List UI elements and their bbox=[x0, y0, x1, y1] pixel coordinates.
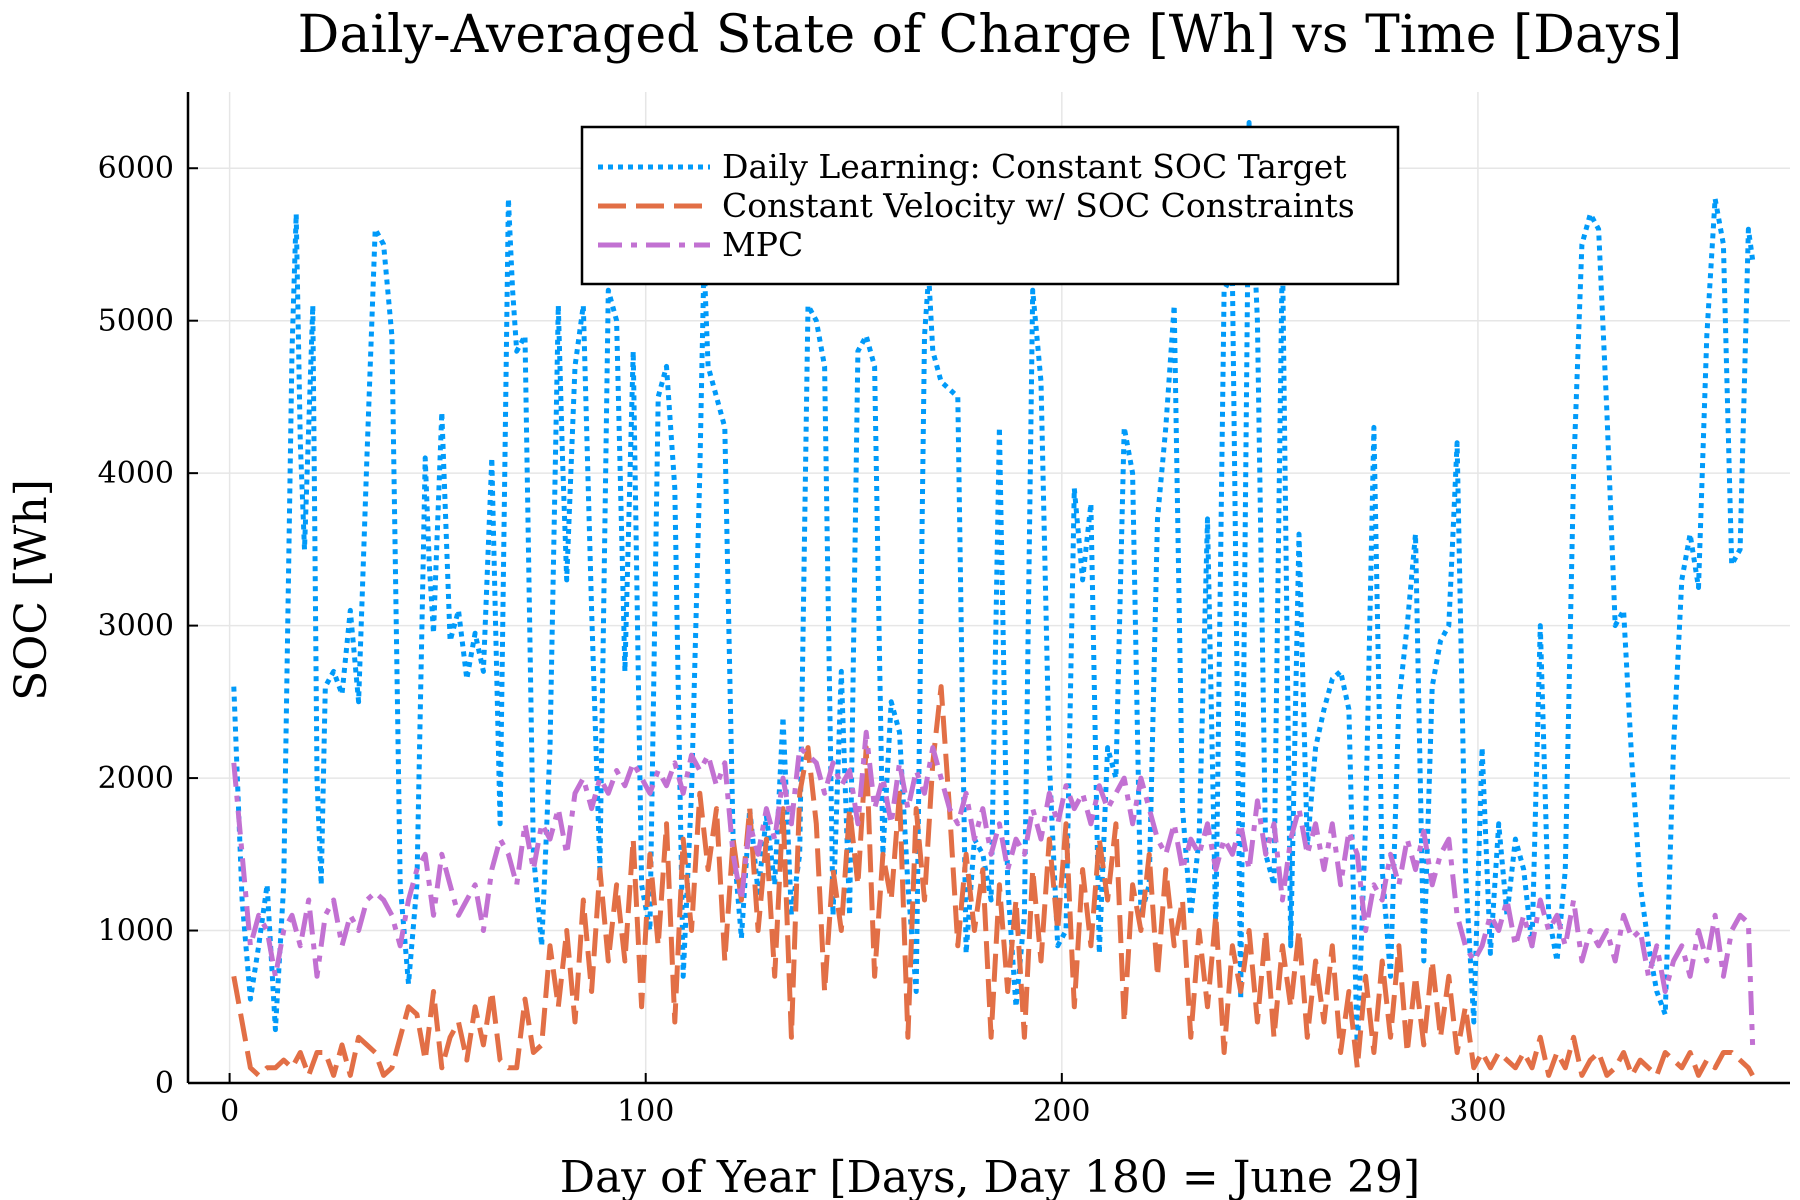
series-line-1 bbox=[231, 684, 1755, 1078]
y-tick-label: 5000 bbox=[98, 304, 174, 339]
legend-label-1: Constant Velocity w/ SOC Constraints bbox=[722, 186, 1355, 225]
x-tick-label: 100 bbox=[617, 1094, 674, 1129]
y-tick-label: 3000 bbox=[98, 609, 174, 644]
series-line-0 bbox=[231, 120, 1756, 1055]
legend-label-0: Daily Learning: Constant SOC Target bbox=[722, 147, 1347, 186]
x-axis-label: Day of Year [Days, Day 180 = June 29] bbox=[560, 1152, 1420, 1200]
chart-title: Daily-Averaged State of Charge [Wh] vs T… bbox=[298, 5, 1683, 65]
y-tick-label: 4000 bbox=[98, 456, 174, 491]
series-layer bbox=[231, 120, 1756, 1078]
y-tick-label: 2000 bbox=[98, 761, 174, 796]
axes bbox=[186, 92, 1790, 1085]
y-tick-label: 0 bbox=[155, 1066, 174, 1101]
y-tick-label: 6000 bbox=[98, 151, 174, 186]
legend: Daily Learning: Constant SOC TargetConst… bbox=[580, 125, 1400, 286]
legend-label-2: MPC bbox=[722, 225, 803, 264]
legend-box bbox=[580, 125, 1400, 286]
x-tick-label: 0 bbox=[220, 1094, 239, 1129]
x-tick-label: 300 bbox=[1449, 1094, 1506, 1129]
y-tick-label: 1000 bbox=[98, 914, 174, 949]
y-axis-label: SOC [Wh] bbox=[6, 479, 57, 701]
x-tick-label: 200 bbox=[1033, 1094, 1090, 1129]
series-line-2 bbox=[231, 729, 1756, 1045]
